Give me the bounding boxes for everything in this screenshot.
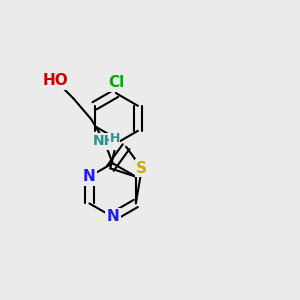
Text: H: H: [110, 132, 120, 145]
Text: N: N: [106, 209, 119, 224]
Text: S: S: [136, 161, 147, 176]
Text: N: N: [83, 169, 96, 184]
Text: NH: NH: [93, 134, 116, 148]
Text: HO: HO: [43, 73, 69, 88]
Text: Cl: Cl: [108, 76, 124, 91]
